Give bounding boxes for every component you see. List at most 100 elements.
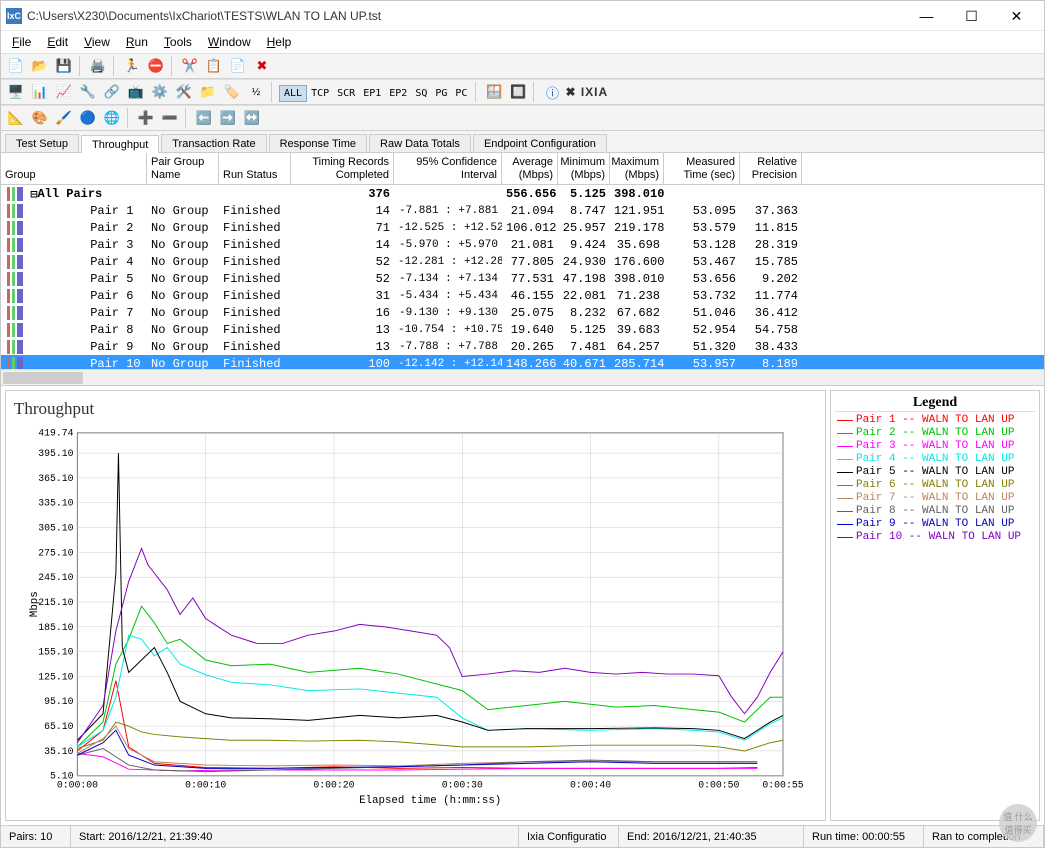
filter-pc[interactable]: PC bbox=[451, 86, 471, 101]
paste-icon[interactable]: 📄 bbox=[227, 55, 249, 77]
table-row[interactable]: Pair 6No GroupFinished31-5.434 : +5.4344… bbox=[1, 287, 1044, 304]
svg-text:335.10: 335.10 bbox=[38, 498, 73, 509]
tv-icon-1[interactable]: 🖥️ bbox=[5, 81, 27, 103]
status-ixia: Ixia Configuratio bbox=[519, 826, 619, 847]
close-button[interactable]: ✕ bbox=[994, 2, 1039, 30]
svg-text:0:00:10: 0:00:10 bbox=[185, 779, 226, 790]
filter-scr[interactable]: SCR bbox=[333, 86, 359, 101]
tl-icon-2[interactable]: 🎨 bbox=[29, 107, 51, 129]
tl-icon-1[interactable]: 📐 bbox=[5, 107, 27, 129]
svg-text:305.10: 305.10 bbox=[38, 522, 73, 533]
filter-all[interactable]: ALL bbox=[279, 85, 307, 102]
legend-item: Pair 9 -- WALN TO LAN UP bbox=[835, 518, 1035, 531]
tab-bar: Test SetupThroughputTransaction RateResp… bbox=[1, 131, 1044, 153]
table-row[interactable]: Pair 9No GroupFinished13-7.788 : +7.7882… bbox=[1, 338, 1044, 355]
ixia-logo: ✖ IXIA bbox=[565, 85, 608, 99]
filter-ep2[interactable]: EP2 bbox=[385, 86, 411, 101]
delete-icon[interactable]: ✖ bbox=[251, 55, 273, 77]
window-title: C:\Users\X230\Documents\IxChariot\TESTS\… bbox=[27, 9, 904, 23]
info-icon[interactable]: ⓘ bbox=[541, 81, 563, 103]
menu-tools[interactable]: Tools bbox=[158, 33, 198, 51]
tv-icon-6[interactable]: 📺 bbox=[125, 81, 147, 103]
svg-text:395.10: 395.10 bbox=[38, 448, 73, 459]
minimize-button[interactable]: — bbox=[904, 2, 949, 30]
tl-icon-6[interactable]: ➕ bbox=[135, 107, 157, 129]
tv-icon-11[interactable]: ½ bbox=[245, 81, 267, 103]
tv-icon-4[interactable]: 🔧 bbox=[77, 81, 99, 103]
table-row[interactable]: Pair 5No GroupFinished52-7.134 : +7.1347… bbox=[1, 270, 1044, 287]
row-icon bbox=[7, 340, 23, 354]
tl-icon-10[interactable]: ↔️ bbox=[241, 107, 263, 129]
save-icon[interactable]: 💾 bbox=[53, 55, 75, 77]
tl-icon-4[interactable]: 🔵 bbox=[77, 107, 99, 129]
table-row[interactable]: Pair 1No GroupFinished14-7.881 : +7.8812… bbox=[1, 202, 1044, 219]
table-row[interactable]: Pair 4No GroupFinished52-12.281 : +12.28… bbox=[1, 253, 1044, 270]
table-row[interactable]: Pair 10No GroupFinished100-12.142 : +12.… bbox=[1, 355, 1044, 369]
col-header[interactable]: Maximum(Mbps) bbox=[610, 153, 664, 184]
tab-transaction-rate[interactable]: Transaction Rate bbox=[161, 134, 266, 152]
menu-edit[interactable]: Edit bbox=[41, 33, 74, 51]
tv-icon-3[interactable]: 📈 bbox=[53, 81, 75, 103]
col-header[interactable]: RelativePrecision bbox=[740, 153, 802, 184]
chart-svg: 5.1035.1065.1095.10125.10155.10185.10215… bbox=[14, 419, 817, 811]
menu-window[interactable]: Window bbox=[202, 33, 257, 51]
tv-icon-2[interactable]: 📊 bbox=[29, 81, 51, 103]
tv-icon-5[interactable]: 🔗 bbox=[101, 81, 123, 103]
tab-endpoint-configuration[interactable]: Endpoint Configuration bbox=[473, 134, 607, 152]
menu-run[interactable]: Run bbox=[120, 33, 154, 51]
col-header[interactable]: Timing RecordsCompleted bbox=[291, 153, 394, 184]
table-row[interactable]: Pair 8No GroupFinished13-10.754 : +10.75… bbox=[1, 321, 1044, 338]
h-scrollbar[interactable] bbox=[1, 369, 1044, 385]
table-row[interactable]: Pair 2No GroupFinished71-12.525 : +12.52… bbox=[1, 219, 1044, 236]
tv-icon-12[interactable]: 🪟 bbox=[483, 81, 505, 103]
filter-ep1[interactable]: EP1 bbox=[359, 86, 385, 101]
col-header[interactable]: 95% ConfidenceInterval bbox=[394, 153, 502, 184]
svg-text:245.10: 245.10 bbox=[38, 572, 73, 583]
tv-icon-9[interactable]: 📁 bbox=[197, 81, 219, 103]
col-header[interactable]: Group bbox=[1, 153, 147, 184]
tab-raw-data-totals[interactable]: Raw Data Totals bbox=[369, 134, 471, 152]
chart-title: Throughput bbox=[14, 399, 817, 419]
cut-icon[interactable]: ✂️ bbox=[179, 55, 201, 77]
filter-tcp[interactable]: TCP bbox=[307, 86, 333, 101]
tab-throughput[interactable]: Throughput bbox=[81, 135, 159, 153]
menu-help[interactable]: Help bbox=[261, 33, 298, 51]
menu-file[interactable]: File bbox=[6, 33, 37, 51]
run-icon[interactable]: 🏃 bbox=[121, 55, 143, 77]
tl-icon-3[interactable]: 🖌️ bbox=[53, 107, 75, 129]
status-start: Start: 2016/12/21, 21:39:40 bbox=[71, 826, 519, 847]
tv-icon-10[interactable]: 🏷️ bbox=[221, 81, 243, 103]
tv-icon-8[interactable]: 🛠️ bbox=[173, 81, 195, 103]
new-icon[interactable]: 📄 bbox=[5, 55, 27, 77]
col-header[interactable]: Minimum(Mbps) bbox=[558, 153, 610, 184]
table-row[interactable]: Pair 3No GroupFinished14-5.970 : +5.9702… bbox=[1, 236, 1044, 253]
tab-response-time[interactable]: Response Time bbox=[269, 134, 367, 152]
legend-item: Pair 10 -- WALN TO LAN UP bbox=[835, 531, 1035, 544]
tl-icon-7[interactable]: ➖ bbox=[159, 107, 181, 129]
filter-pg[interactable]: PG bbox=[431, 86, 451, 101]
tab-test-setup[interactable]: Test Setup bbox=[5, 134, 79, 152]
app-icon: IxC bbox=[6, 8, 22, 24]
tl-icon-8[interactable]: ⬅️ bbox=[193, 107, 215, 129]
toolbar-main: 📄 📂 💾 🖨️ 🏃 ⛔ ✂️ 📋 📄 ✖ bbox=[1, 53, 1044, 79]
legend-item: Pair 2 -- WALN TO LAN UP bbox=[835, 427, 1035, 440]
stop-icon[interactable]: ⛔ bbox=[145, 55, 167, 77]
row-icon bbox=[7, 272, 23, 286]
print-icon[interactable]: 🖨️ bbox=[87, 55, 109, 77]
col-header[interactable]: Average(Mbps) bbox=[502, 153, 558, 184]
table-row[interactable]: Pair 7No GroupFinished16-9.130 : +9.1302… bbox=[1, 304, 1044, 321]
menu-view[interactable]: View bbox=[78, 33, 116, 51]
maximize-button[interactable]: ☐ bbox=[949, 2, 994, 30]
tl-icon-5[interactable]: 🌐 bbox=[101, 107, 123, 129]
tv-icon-7[interactable]: ⚙️ bbox=[149, 81, 171, 103]
col-header[interactable]: MeasuredTime (sec) bbox=[664, 153, 740, 184]
col-header[interactable]: Run Status bbox=[219, 153, 291, 184]
open-icon[interactable]: 📂 bbox=[29, 55, 51, 77]
table-row[interactable]: ⊟ All Pairs376556.6565.125398.010 bbox=[1, 185, 1044, 202]
svg-text:Elapsed time (h:mm:ss): Elapsed time (h:mm:ss) bbox=[359, 795, 501, 807]
tl-icon-9[interactable]: ➡️ bbox=[217, 107, 239, 129]
col-header[interactable]: Pair GroupName bbox=[147, 153, 219, 184]
filter-sq[interactable]: SQ bbox=[411, 86, 431, 101]
tv-icon-13[interactable]: 🔲 bbox=[507, 81, 529, 103]
copy-icon[interactable]: 📋 bbox=[203, 55, 225, 77]
